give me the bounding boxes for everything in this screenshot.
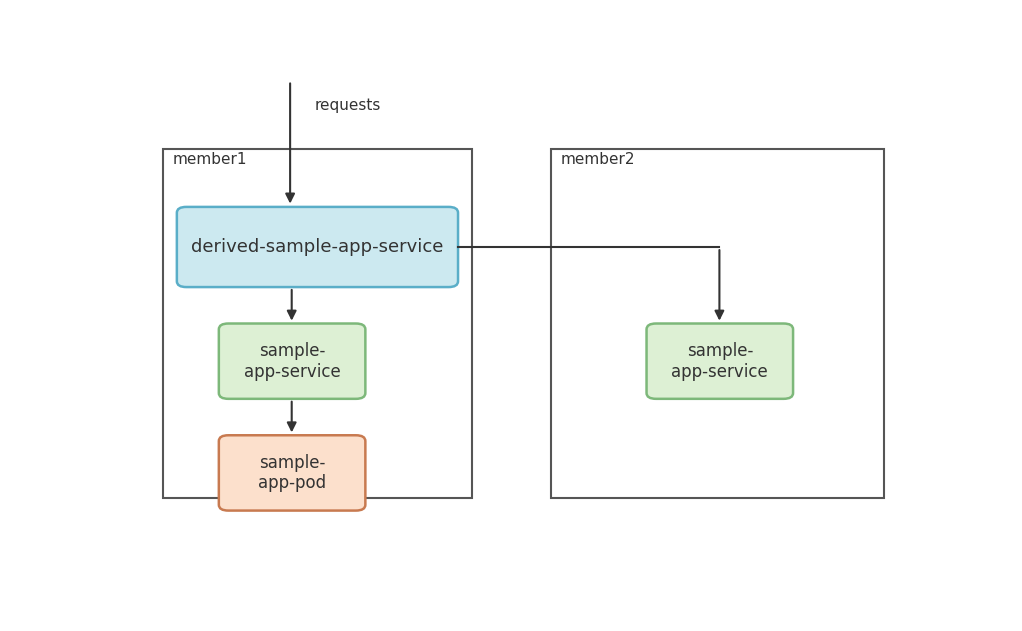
Text: requests: requests xyxy=(315,98,381,112)
FancyBboxPatch shape xyxy=(219,324,366,399)
Text: member2: member2 xyxy=(561,153,636,167)
Text: derived-sample-app-service: derived-sample-app-service xyxy=(191,238,444,256)
Text: sample-
app-service: sample- app-service xyxy=(243,342,340,380)
FancyBboxPatch shape xyxy=(219,435,366,510)
FancyBboxPatch shape xyxy=(647,324,793,399)
Bar xyxy=(552,149,884,498)
Text: sample-
app-service: sample- app-service xyxy=(671,342,769,380)
Text: sample-
app-pod: sample- app-pod xyxy=(258,454,326,492)
FancyBboxPatch shape xyxy=(177,207,458,287)
Text: member1: member1 xyxy=(173,153,247,167)
Bar xyxy=(164,149,472,498)
